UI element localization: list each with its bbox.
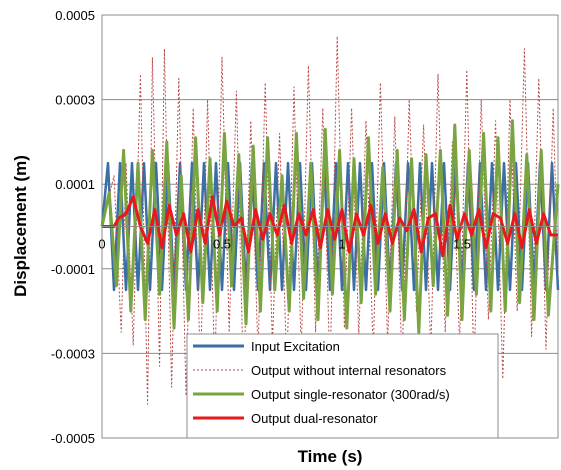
x-tick-label-3: 1.5 [453,237,471,252]
y-tick-label-3: -0.0001 [51,262,95,277]
x-axis-title: Time (s) [298,447,363,466]
y-tick-label-5: -0.0005 [51,431,95,446]
y-tick-labels: 0.0005 0.0003 0.0001 -0.0001 -0.0003 -0.0005 [51,8,95,446]
series-line-0 [100,161,560,292]
y-axis-title: Displacement (m) [11,155,30,297]
x-tick-label-1: 0.5 [213,237,231,252]
legend: Input Excitation Output without internal… [186,333,499,439]
y-tick-label-4: -0.0003 [51,346,95,361]
legend-label-output-dual-resonator: Output dual-resonator [251,411,378,426]
x-tick-labels: 0 0.5 1 1.5 [98,223,471,252]
legend-label-input-excitation: Input Excitation [251,339,340,354]
legend-label-output-single-resonator: Output single-resonator (300rad/s) [251,387,450,402]
y-tick-label-2: 0.0001 [55,177,95,192]
y-tick-label-0: 0.0005 [55,8,95,23]
legend-label-output-without-resonators: Output without internal resonators [251,363,447,378]
x-tick-label-2: 1 [338,237,345,252]
y-tick-label-1: 0.0003 [55,93,95,108]
series-line-3 [102,195,558,258]
legend-box [186,333,499,439]
x-tick-label-0: 0 [98,237,105,252]
